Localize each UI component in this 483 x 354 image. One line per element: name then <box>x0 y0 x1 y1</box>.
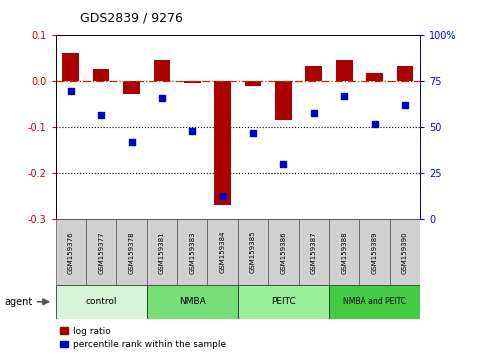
Point <box>401 103 409 108</box>
Point <box>67 88 74 93</box>
Bar <box>62 53 79 81</box>
Text: GSM159376: GSM159376 <box>68 231 74 274</box>
Text: GSM159387: GSM159387 <box>311 231 317 274</box>
Bar <box>305 66 322 81</box>
Bar <box>123 81 140 94</box>
Bar <box>245 81 261 86</box>
Text: GSM159386: GSM159386 <box>281 231 286 274</box>
Bar <box>298 219 329 285</box>
Bar <box>56 285 147 319</box>
Bar <box>116 219 147 285</box>
Text: GDS2839 / 9276: GDS2839 / 9276 <box>80 12 183 25</box>
Bar <box>86 219 116 285</box>
Point <box>310 110 318 115</box>
Text: GSM159381: GSM159381 <box>159 231 165 274</box>
Point <box>158 95 166 101</box>
Bar <box>275 81 292 120</box>
Bar <box>147 219 177 285</box>
Bar <box>147 285 238 319</box>
Bar <box>359 219 390 285</box>
Bar <box>184 81 200 83</box>
Text: GSM159378: GSM159378 <box>128 231 135 274</box>
Text: GSM159383: GSM159383 <box>189 231 195 274</box>
Text: agent: agent <box>5 297 33 307</box>
Bar <box>366 73 383 81</box>
Bar <box>336 60 353 81</box>
Text: GSM159385: GSM159385 <box>250 231 256 274</box>
Point <box>371 121 379 127</box>
Bar <box>268 219 298 285</box>
Text: GSM159389: GSM159389 <box>371 231 378 274</box>
Legend: log ratio, percentile rank within the sample: log ratio, percentile rank within the sa… <box>60 327 226 349</box>
Bar <box>329 285 420 319</box>
Point <box>219 193 227 198</box>
Text: NMBA and PEITC: NMBA and PEITC <box>343 297 406 306</box>
Text: GSM159377: GSM159377 <box>98 231 104 274</box>
Point <box>249 130 257 136</box>
Bar <box>397 66 413 81</box>
Bar <box>214 81 231 205</box>
Text: GSM159390: GSM159390 <box>402 231 408 274</box>
Bar <box>154 60 170 81</box>
Text: PEITC: PEITC <box>271 297 296 306</box>
Point <box>97 112 105 118</box>
Bar <box>56 219 86 285</box>
Bar <box>329 219 359 285</box>
Bar <box>93 69 110 81</box>
Bar <box>390 219 420 285</box>
Text: GSM159384: GSM159384 <box>220 231 226 274</box>
Text: GSM159388: GSM159388 <box>341 231 347 274</box>
Text: control: control <box>85 297 117 306</box>
Point <box>280 161 287 167</box>
Point <box>341 93 348 99</box>
Bar <box>177 219 208 285</box>
Point <box>128 139 135 145</box>
Bar <box>208 219 238 285</box>
Bar <box>238 219 268 285</box>
Point <box>188 128 196 134</box>
Bar <box>238 285 329 319</box>
Text: NMBA: NMBA <box>179 297 206 306</box>
